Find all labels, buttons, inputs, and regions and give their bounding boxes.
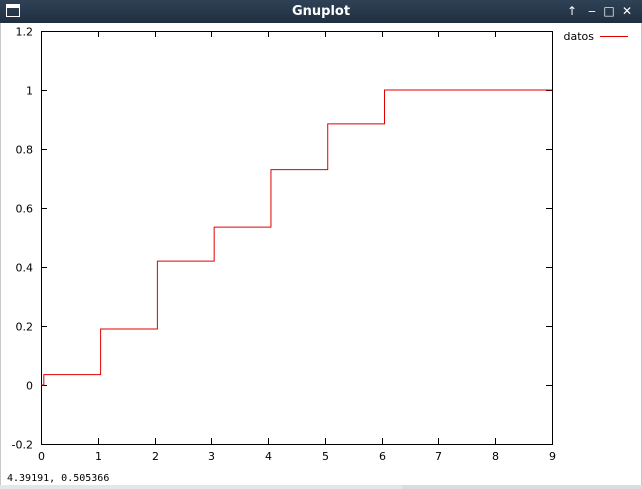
cursor-coordinates: 4.39191, 0.505366: [7, 473, 110, 484]
x-tick-label: 4: [265, 450, 272, 463]
x-tick-label: 7: [435, 450, 442, 463]
legend-label: datos: [564, 30, 595, 43]
y-tick-label: 0: [26, 380, 33, 393]
y-tick-label: 0.6: [16, 203, 34, 216]
status-bar: 4.39191, 0.505366: [0, 470, 642, 489]
status-separator-right: [402, 485, 642, 489]
y-tick-label: 0.8: [16, 144, 34, 157]
status-separator: [0, 485, 402, 489]
x-tick-label: 0: [38, 450, 45, 463]
x-tick-label: 6: [379, 450, 386, 463]
x-tick-label: 8: [492, 450, 499, 463]
minimize-icon[interactable]: ‒: [588, 4, 596, 18]
series-line-datos: [41, 89, 552, 386]
close-icon[interactable]: ✕: [621, 4, 633, 18]
x-tick-label: 1: [95, 450, 102, 463]
y-tick-label: 1: [26, 85, 33, 98]
y-axis-ticks: -0.2 0 0.2 0.4 0.6 0.8 1 1.2: [12, 26, 552, 452]
x-tick-label: 2: [152, 450, 159, 463]
x-tick-label: 3: [208, 450, 215, 463]
y-tick-label: 0.4: [16, 262, 34, 275]
raise-icon[interactable]: ↑: [566, 4, 578, 18]
x-tick-label: 5: [322, 450, 329, 463]
y-tick-label: 1.2: [16, 26, 34, 39]
window-titlebar[interactable]: Gnuplot ↑ ‒ □ ✕: [0, 0, 642, 23]
plot-canvas[interactable]: -0.2 0 0.2 0.4 0.6 0.8 1 1.2 0 1 2 3 4 5 6 7 8 9 datos: [0, 23, 642, 470]
window-menu-icon[interactable]: [6, 4, 20, 17]
x-tick-label: 9: [549, 450, 556, 463]
y-tick-label: 0.2: [16, 321, 34, 334]
y-tick-label: -0.2: [12, 439, 33, 452]
x-axis-ticks: 0 1 2 3 4 5 6 7 8 9: [38, 31, 556, 463]
window-title: Gnuplot: [291, 4, 351, 19]
maximize-icon[interactable]: □: [603, 4, 615, 18]
plot-border: [41, 31, 553, 445]
